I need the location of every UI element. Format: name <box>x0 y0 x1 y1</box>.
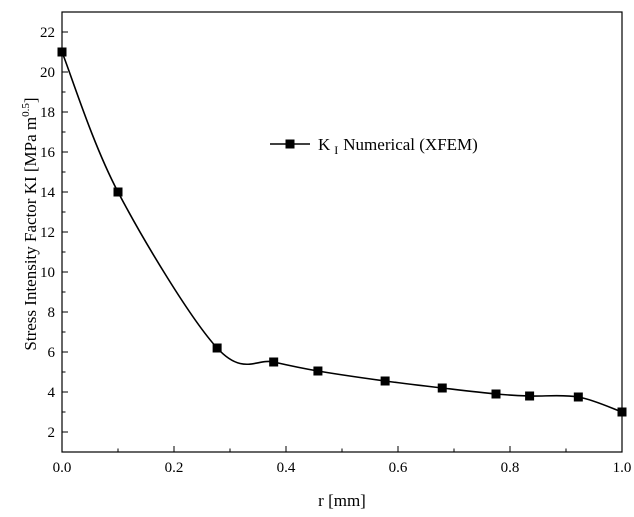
legend-label-main: K <box>318 135 331 154</box>
y-tick-label: 14 <box>40 185 56 201</box>
y-tick-label: 12 <box>40 225 55 241</box>
y-tick-label: 18 <box>40 105 55 121</box>
data-point <box>313 366 323 376</box>
x-tick-label: 0.8 <box>501 460 520 476</box>
x-tick-label: 0.2 <box>165 460 184 476</box>
series-line <box>61 51 623 413</box>
y-tick-label: 22 <box>40 25 55 41</box>
x-tick-label: 0.0 <box>53 460 72 476</box>
y-tick-label: 8 <box>48 305 56 321</box>
y-tick-label: 6 <box>48 345 56 361</box>
y-tick-label: 2 <box>48 425 56 441</box>
data-point <box>437 383 447 393</box>
data-point <box>573 392 583 402</box>
data-point <box>113 187 123 197</box>
legend-label-rest: Numerical (XFEM) <box>343 135 478 154</box>
y-axis-title: Stress Intensity Factor KI [MPa m0.5] <box>20 97 40 350</box>
y-tick-label: 4 <box>48 385 56 401</box>
data-point <box>57 47 67 57</box>
legend-marker <box>285 139 295 149</box>
y-tick-label: 20 <box>40 65 55 81</box>
y-axis-title-main: Stress Intensity Factor KI [MPa m <box>21 117 40 351</box>
legend-label: K I Numerical (XFEM) <box>318 135 478 157</box>
y-axis-title-superscript: 0.5 <box>20 103 32 117</box>
legend-label-subscript: I <box>334 143 338 157</box>
data-point <box>617 407 627 417</box>
data-point <box>212 343 222 353</box>
data-point <box>380 376 390 386</box>
y-tick-label: 16 <box>40 145 56 161</box>
data-point <box>491 389 501 399</box>
y-axis-title-close: ] <box>21 97 40 103</box>
x-axis-title: r [mm] <box>318 491 366 510</box>
x-tick-label: 1.0 <box>613 460 632 476</box>
data-point <box>269 357 279 367</box>
y-tick-label: 10 <box>40 265 55 281</box>
plot-frame <box>61 11 623 453</box>
data-point <box>525 391 535 401</box>
x-tick-label: 0.6 <box>389 460 408 476</box>
x-tick-label: 0.4 <box>277 460 296 476</box>
